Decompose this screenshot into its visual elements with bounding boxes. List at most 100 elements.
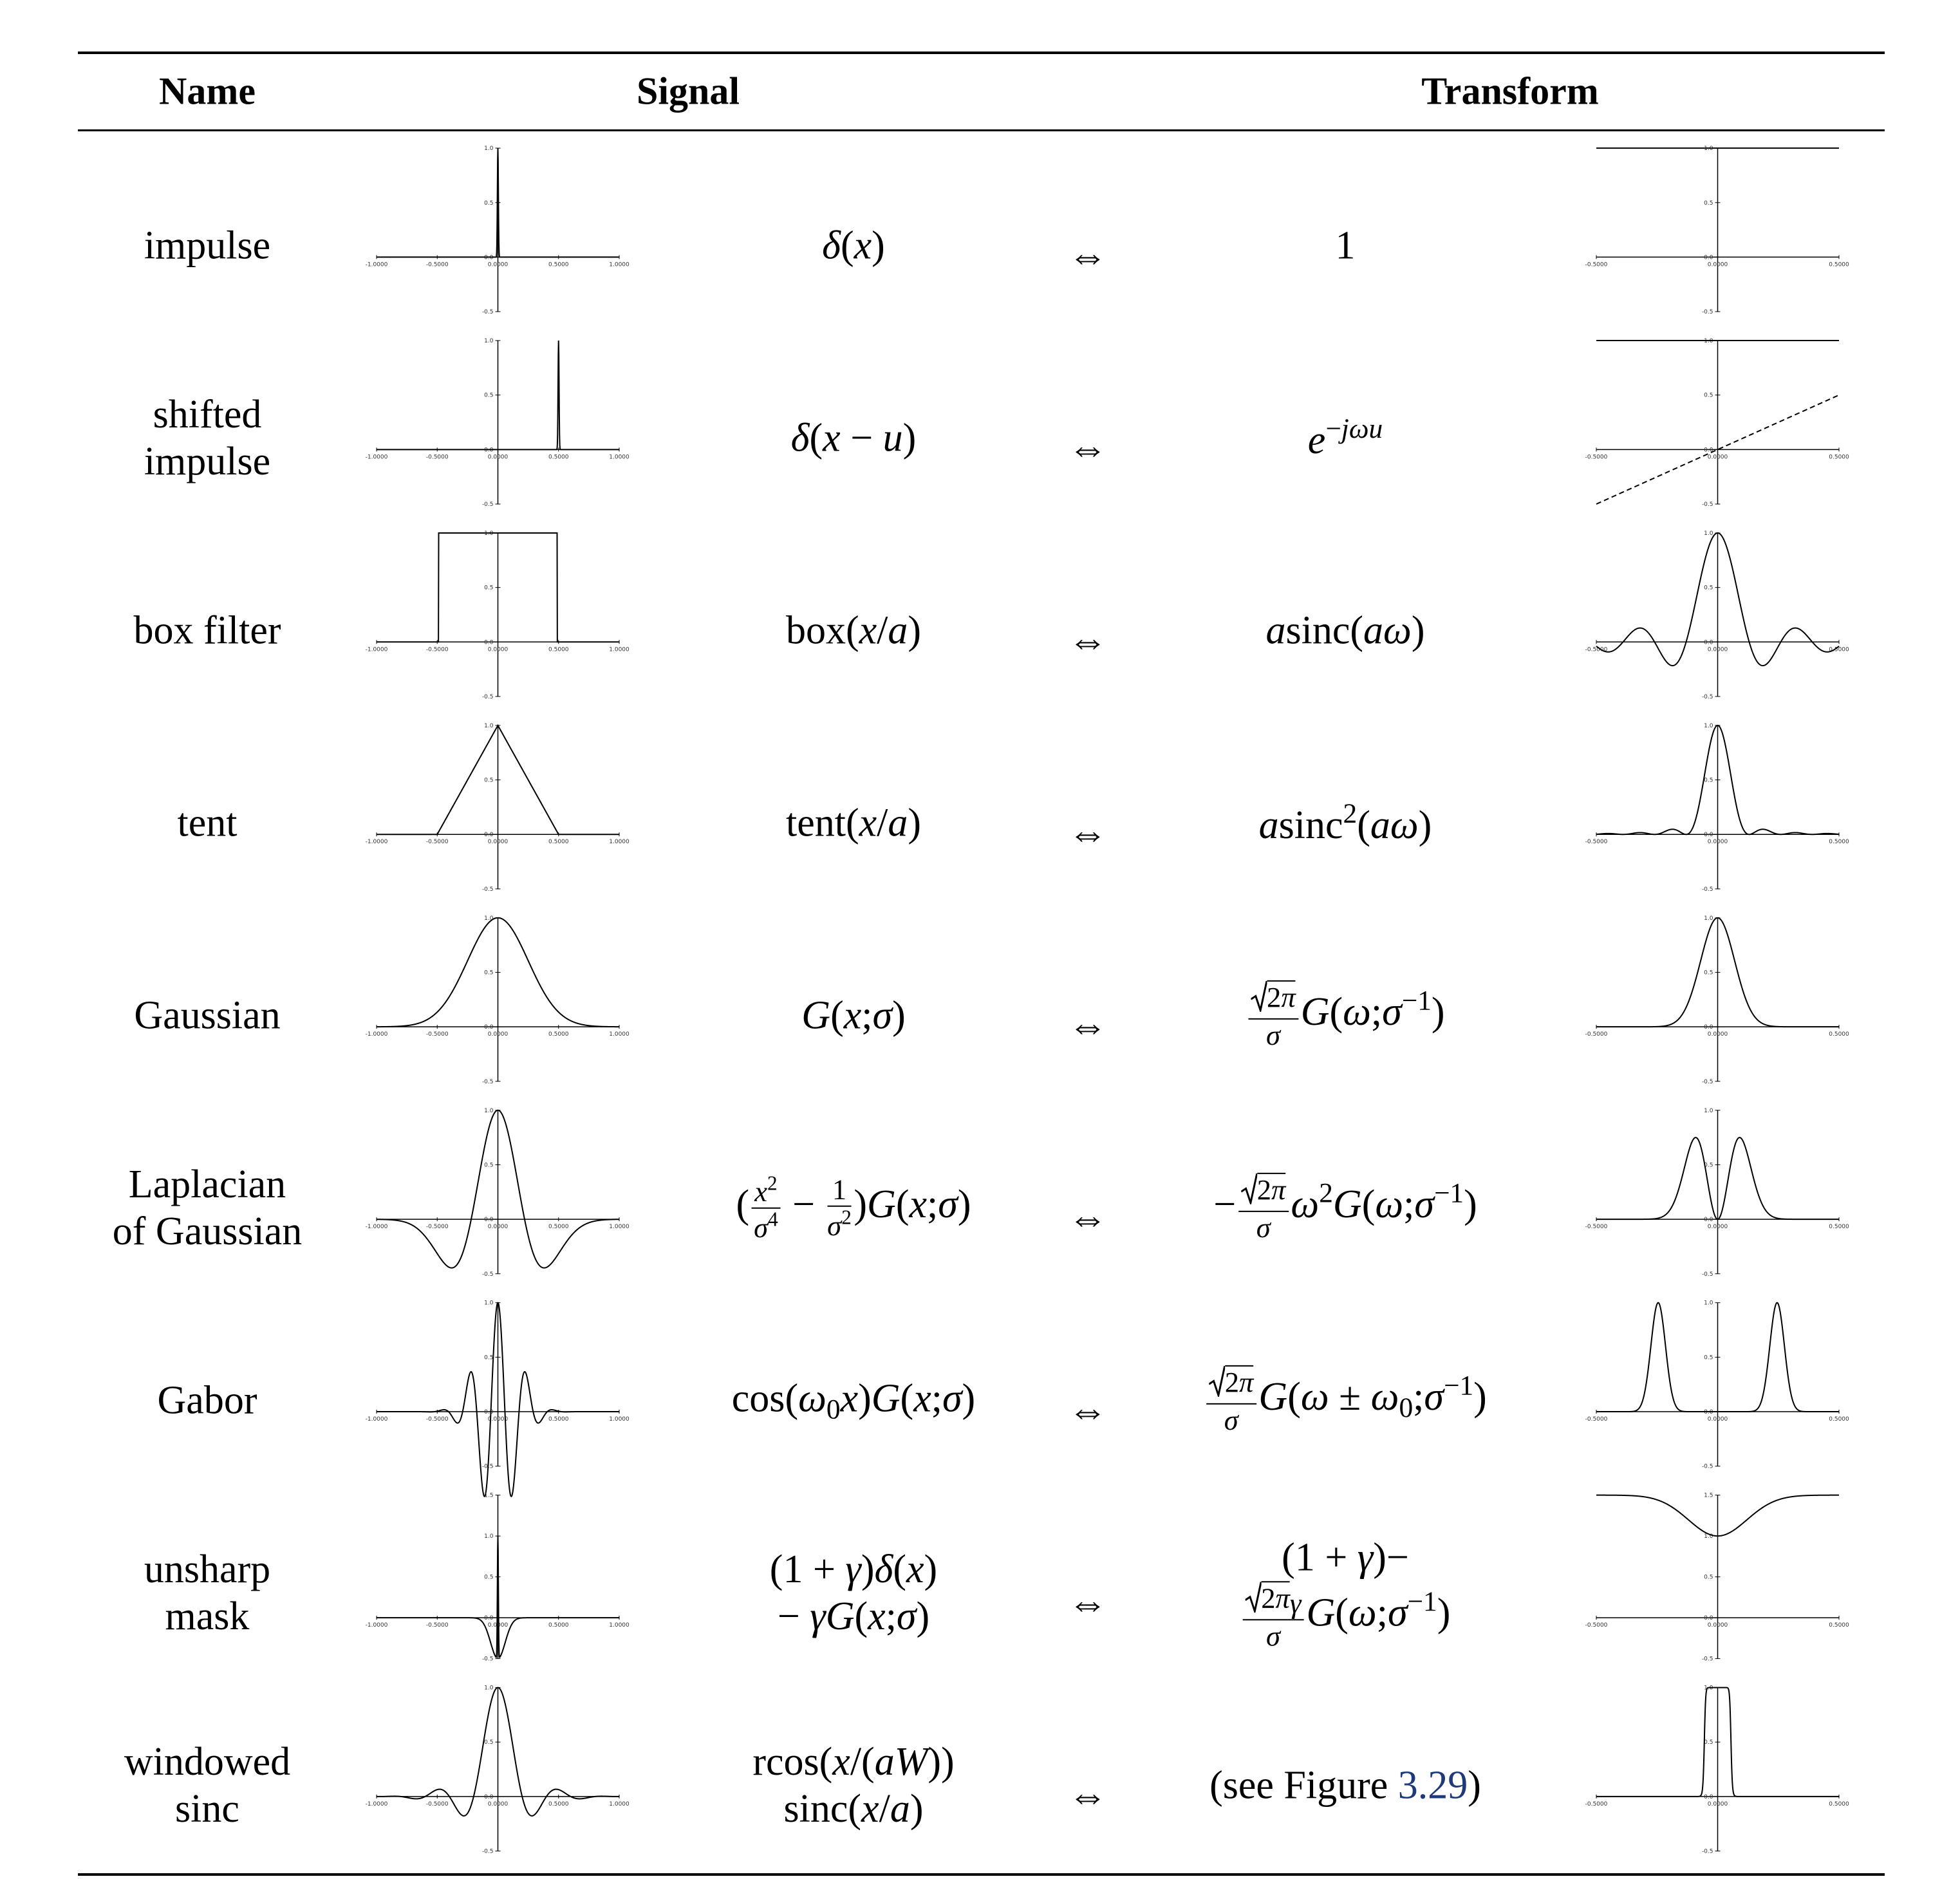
x-tick-label: 0.5000 [548,1224,569,1230]
x-tick-label: 0.0000 [1708,646,1728,653]
formula-line: 2π σ G(ω;σ−1) [1246,980,1445,1051]
signal-formula: cos(ω0x)G(x;σ) [732,1375,975,1426]
formula-line: rcos(x/(aW)) [752,1738,954,1785]
transform-formula: 2π σ G(ω ± ω0;σ−1) [1204,1365,1487,1436]
math-text: x)G(x;σ) [840,1376,976,1421]
math-text: δ(x − u) [790,416,917,460]
relation: ⇔ [1068,1196,1108,1240]
math-text: 2 [1319,1177,1333,1209]
name-line: Gaussian [134,993,281,1038]
y-tick-label: 0.0 [1704,1217,1713,1223]
y-tick-label: 0.5 [1704,200,1713,207]
formula-line: cos(ω0x)G(x;σ) [732,1375,975,1426]
math-text: 2 [1343,798,1358,829]
y-tick-label: 1.0 [484,723,494,729]
x-tick-label: 0.5000 [1829,1416,1849,1423]
transform-formula: asinc2(aω) [1259,798,1432,849]
y-tick-label: 0.5 [484,200,493,207]
y-tick-label: -0.5 [1702,1464,1713,1470]
math-text: − [1213,1183,1237,1226]
y-tick-label: 1.0 [1704,338,1713,344]
math-text: σ [754,1211,769,1244]
signal-formula: tent(x/a) [786,799,921,846]
y-tick-label: 0.5 [484,585,493,592]
y-tick-label: 0.5 [484,1162,493,1168]
transform-formula: −2π σ ω2G(ω;σ−1) [1213,1172,1477,1244]
denominator: σ [1206,1404,1256,1436]
math-text: G(x;σ) [801,993,906,1038]
math-text: (ω [785,1376,826,1421]
x-tick-label: -0.5000 [1585,261,1608,268]
math-text: ) [1464,1183,1477,1226]
x-tick-label: 0.5000 [548,454,569,460]
name-line: of Gaussian [112,1209,303,1253]
x-tick-label: 0.0000 [488,1801,509,1808]
denominator: σ [1242,1620,1304,1652]
x-tick-label: 0.0000 [1708,1622,1728,1629]
y-tick-label: 0.5 [1704,1575,1713,1581]
formula-line: tent(x/a) [786,799,921,846]
math-text: (x/a) [848,1786,924,1831]
name-line: mask [165,1594,250,1638]
x-tick-label: 0.0000 [488,646,509,653]
square-root: 2π [1251,980,1296,1013]
function-name: rcos [752,1739,819,1784]
x-tick-label: -0.5000 [426,1801,449,1808]
name-line: impulse [144,440,271,484]
y-tick-label: -0.5 [1702,501,1713,508]
y-tick-label: 1.0 [1704,1533,1713,1540]
y-tick-label: 0.5 [484,1739,493,1746]
y-tick-label: 0.0 [1704,447,1713,453]
x-tick-label: -0.5000 [426,1224,449,1230]
radicand: 2π [1256,1172,1286,1206]
y-tick-label: 0.5 [1704,1354,1713,1361]
row-name: unsharp mask [144,1546,270,1640]
function-name: cos [731,1376,785,1421]
y-tick-label: -0.5 [482,501,494,508]
formula-line: asinc(aω) [1266,607,1425,654]
denominator: σ2 [827,1207,852,1242]
x-tick-label: 0.0000 [488,1031,509,1038]
superscript: −1 [1402,985,1432,1016]
curve [1596,1137,1839,1220]
x-tick-label: 1.0000 [609,1801,630,1808]
y-tick-label: 0.0 [1704,1615,1713,1622]
x-tick-label: 0.5000 [1829,1801,1849,1808]
fraction: 1 σ2 [827,1174,852,1242]
y-tick-label: 0.0 [484,254,494,261]
math-text: 4 [768,1208,778,1231]
curve [377,1536,619,1658]
formula-line: 2π σ G(ω ± ω0;σ−1) [1204,1365,1487,1436]
x-tick-label: 1.0000 [609,839,630,845]
row-name: shifted impulse [144,391,270,485]
y-tick-label: 0.5 [484,1354,493,1361]
formula-line: 2π γ σ G(ω;σ−1) [1240,1581,1450,1652]
math-text: G(ω;σ [1300,990,1402,1034]
y-tick-label: 0.5 [484,970,493,977]
y-tick-label: 1.0 [484,145,494,152]
y-tick-label: 0.0 [1704,832,1713,838]
x-tick-label: 0.5000 [1829,1224,1849,1230]
row-name: box filter [134,607,281,654]
math-text: ( [736,1183,750,1226]
math-text: a [1258,803,1279,847]
radical-stroke [1251,980,1267,1012]
square-root: 2π [1209,1365,1254,1398]
y-tick-label: -0.5 [1702,1656,1713,1663]
math-text: G(ω;σ [1332,1183,1434,1226]
x-tick-label: 1.0000 [609,1622,630,1629]
subscript: 0 [826,1394,841,1425]
x-tick-label: 0.5000 [1829,1622,1849,1629]
name-line: box filter [133,608,281,653]
math-text: − γG(x;σ) [777,1594,930,1638]
x-tick-label: 0.5000 [548,839,569,845]
x-tick-label: 1.0000 [609,1031,630,1038]
math-text: 1 [832,1173,847,1206]
math-text: −1 [1401,985,1432,1016]
figure-link[interactable]: 3.29 [1397,1763,1468,1807]
x-tick-label: -0.5000 [1585,1801,1608,1808]
x-tick-label: 0.0000 [488,1622,509,1629]
transform-formula: asinc(aω) [1266,607,1425,654]
y-tick-label: 1.5 [484,1493,493,1499]
signal-formula: δ(x) [822,223,885,270]
